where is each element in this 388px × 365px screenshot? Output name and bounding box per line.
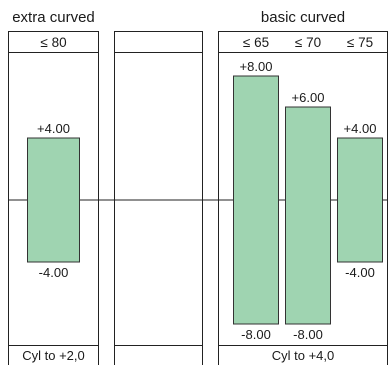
bar-top-label: +8.00 [240, 59, 273, 74]
range-bar [285, 106, 331, 325]
bar-top-label: +6.00 [292, 90, 325, 105]
column-header: ≤ 70 [295, 35, 321, 50]
panel-title: basic curved [261, 9, 345, 26]
panel-footer: Cyl to +4,0 [272, 348, 335, 363]
panel-footer: Cyl to +2,0 [22, 348, 85, 363]
panel-frame [8, 31, 99, 365]
panel-title: extra curved [12, 9, 95, 26]
bar-bottom-label: -4.00 [39, 265, 69, 280]
column-header: ≤ 75 [347, 35, 373, 50]
column-header: ≤ 65 [243, 35, 269, 50]
bar-top-label: +4.00 [37, 121, 70, 136]
bar-bottom-label: -4.00 [345, 265, 375, 280]
column-header: ≤ 80 [40, 35, 66, 50]
bar-bottom-label: -8.00 [293, 327, 323, 342]
range-bar [27, 137, 80, 263]
panel-frame [114, 31, 203, 365]
bar-bottom-label: -8.00 [241, 327, 271, 342]
range-bar [337, 137, 383, 263]
bar-top-label: +4.00 [344, 121, 377, 136]
range-bar [233, 75, 279, 325]
